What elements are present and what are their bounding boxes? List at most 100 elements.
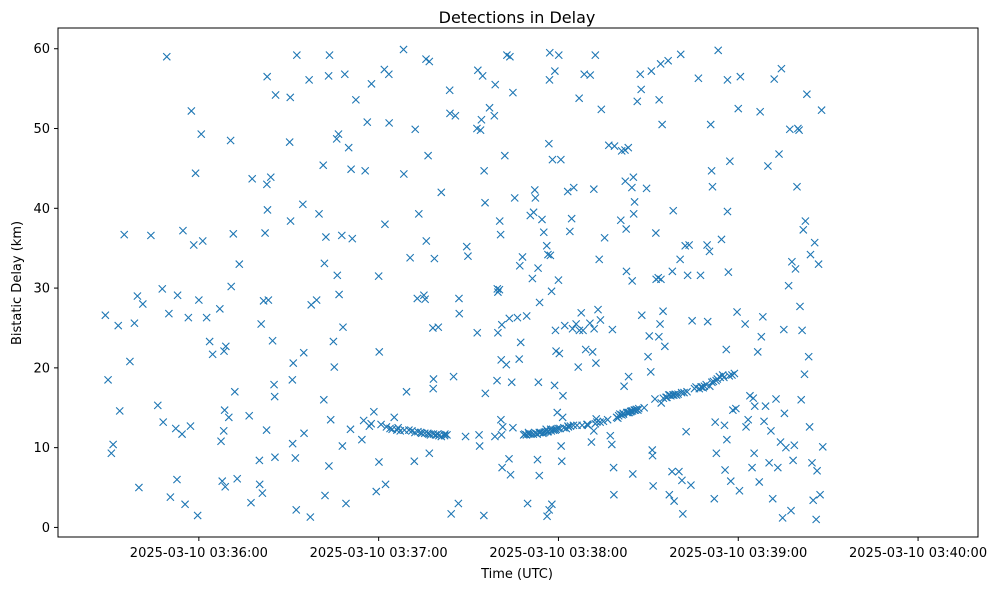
plot-area [57,27,979,538]
x-tick-label: 2025-03-10 03:39:00 [669,546,807,561]
data-point [676,50,685,59]
data-point [785,125,794,134]
data-point [498,422,507,431]
data-point [779,325,788,334]
data-point [502,360,511,369]
data-point [324,462,333,470]
data-point [194,296,203,305]
data-point [334,130,343,139]
data-point [550,381,559,390]
data-point [338,442,347,451]
data-point [592,418,601,427]
data-point [557,442,566,451]
data-point [268,336,277,345]
data-point [686,481,695,490]
data-point [804,352,813,361]
data-point [575,326,584,335]
data-point [665,490,674,499]
data-point [656,319,665,328]
data-point [221,482,230,491]
data-point [462,242,471,251]
data-point [271,91,280,100]
data-point [404,426,413,435]
data-point [560,321,569,330]
data-point [320,259,329,268]
data-point [676,255,685,264]
data-point [760,417,769,426]
data-point [630,406,639,415]
data-point [554,276,563,285]
data-point [781,443,790,452]
data-point [475,430,484,439]
data-point [363,118,372,127]
data-point [564,422,573,431]
data-point [390,413,399,422]
data-point [642,184,651,193]
data-point [534,264,543,273]
data-point [608,325,617,334]
data-point [649,481,658,490]
data-point [319,161,328,170]
data-point [454,294,463,303]
data-point [476,126,485,135]
data-point [818,442,827,451]
data-point [628,469,637,478]
data-point [750,402,759,411]
data-point [523,499,532,508]
data-point [205,337,214,346]
data-point [621,177,630,186]
data-point [286,217,295,226]
data-point [505,314,514,323]
data-point [599,417,608,426]
data-point [319,395,328,404]
data-point [434,323,443,332]
data-point [184,313,193,322]
data-point [622,267,631,276]
data-point [490,111,499,120]
data-point [705,247,714,256]
data-point [104,375,113,384]
data-point [146,231,155,240]
data-point [522,312,531,320]
data-point [498,463,507,472]
data-point [344,143,353,152]
data-point [516,338,525,347]
data-point [166,493,175,502]
data-point [115,406,124,415]
data-point [591,359,600,368]
data-point [425,449,434,458]
data-point [766,426,775,435]
data-point [224,413,233,422]
data-point [227,282,236,291]
data-point [749,394,758,403]
data-point [807,458,816,467]
data-point [809,496,818,505]
data-point [637,311,646,320]
data-point [178,430,187,439]
data-point [567,214,576,223]
data-point [440,431,449,440]
data-point [789,456,798,465]
data-point [658,120,667,129]
data-point [372,487,381,496]
data-point [288,375,297,384]
data-point [375,347,384,356]
data-point [481,198,490,207]
data-point [644,352,653,361]
data-point [215,304,224,313]
data-point [226,136,235,145]
data-point [531,193,540,202]
y-axis: 0 10 20 30 40 50 60 [33,42,58,536]
data-point [262,180,271,189]
data-point [711,418,720,427]
data-point [544,139,553,148]
data-point [798,326,807,335]
data-point [547,500,556,509]
data-point [270,392,279,401]
data-point [813,466,822,475]
data-point [388,425,397,434]
data-point [245,411,254,420]
data-point [367,419,376,428]
data-point [347,165,356,174]
data-point [259,296,268,305]
